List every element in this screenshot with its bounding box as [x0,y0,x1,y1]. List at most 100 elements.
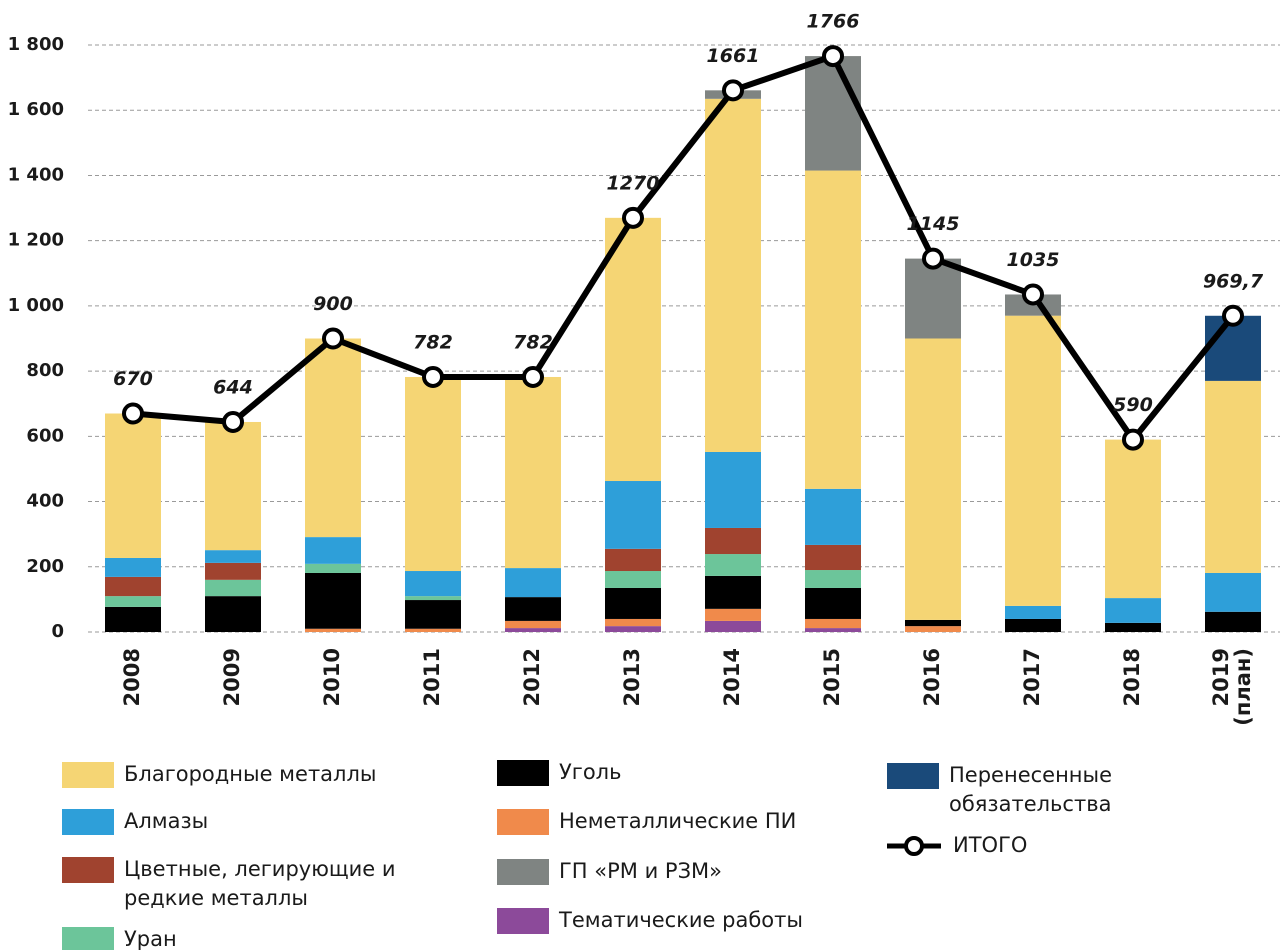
bar-segment [705,98,761,452]
bar-segment [1205,572,1261,612]
x-tick-label: 2012 [520,648,544,706]
bar-segment [1005,605,1061,619]
bar-segment [605,481,661,549]
total-marker [822,45,844,68]
bar-segment [505,376,561,569]
x-tick-label: 2011 [420,648,444,706]
y-tick-label: 200 [26,556,64,577]
bar-segment [305,537,361,564]
legend-label: ГП «РМ и РЗМ» [559,859,722,883]
data-label: 1270 [607,172,660,194]
total-marker [922,247,944,270]
x-tick-label: 2016 [920,648,944,706]
bar-segment [805,488,861,545]
bar-segment [1105,439,1161,599]
legend-label: Неметаллические ПИ [559,809,796,833]
bar-segment [705,608,761,621]
y-tick-label: 1 800 [8,34,64,55]
legend-label: Перенесенные обязательства [949,763,1112,816]
bar-segment [405,600,461,629]
y-tick-label: 400 [26,491,64,512]
bar-segment [705,451,761,528]
bar-segment [105,413,161,558]
bar-segment [105,606,161,632]
y-tick-label: 800 [26,360,64,381]
legend-swatch [62,762,114,788]
legend-swatch [497,859,549,885]
data-label: 782 [413,331,453,353]
data-label: 1661 [707,45,760,67]
bar-segment [805,628,861,632]
bar-segment [605,618,661,627]
x-tick-label: 2008 [120,648,144,706]
total-marker [722,79,744,102]
total-marker [122,402,144,425]
bar-segment [805,570,861,588]
legend-label: Благородные металлы [124,762,376,786]
legend-label: Уголь [559,760,621,784]
data-label: 670 [113,368,153,390]
y-tick-label: 600 [26,425,64,446]
total-marker [322,327,344,350]
bar-segment [405,376,461,572]
total-marker [622,206,644,229]
legend-label: ИТОГО [953,833,1027,857]
total-marker [1022,283,1044,306]
bar-segment [805,618,861,629]
x-tick-label: 2010 [320,648,344,706]
legend-swatch [62,927,114,950]
legend-swatch [887,763,939,789]
bar-segment [205,550,261,563]
data-label: 1145 [907,213,960,235]
bar-segment [205,562,261,580]
bar-segment [305,572,361,629]
y-tick-label: 1 200 [8,230,64,251]
legend-label: Алмазы [124,809,208,833]
bar-segment [605,548,661,572]
legend-swatch [497,809,549,835]
bar-segment [1005,315,1061,606]
bar-segment [505,597,561,621]
bar-segment [705,527,761,555]
bar-segment [505,568,561,598]
data-label: 1766 [807,11,860,33]
x-tick-label: 2014 [720,648,744,706]
bar-segment [705,575,761,609]
bar-segment [305,628,361,632]
bar-segment [405,571,461,597]
total-marker [222,410,244,433]
bar-segment [905,619,961,627]
total-marker [1122,428,1144,451]
bar-segment [1205,380,1261,573]
total-marker [422,365,444,388]
x-tick-label: 2013 [620,648,644,706]
bar-segment [805,170,861,489]
bar-segment [505,628,561,632]
bar-segment [305,563,361,573]
data-label: 782 [513,331,553,353]
legend-label: Уран [124,927,177,950]
legend-swatch [62,809,114,835]
legend-label: Цветные, легирующие и редкие металлы [124,857,396,910]
y-tick-label: 1 600 [8,99,64,120]
x-tick-label: 2015 [820,648,844,706]
x-tick-label: 2019(план) [1209,648,1255,726]
x-tick-label: 2009 [220,648,244,706]
bar-segment [605,626,661,632]
bar-segment [805,56,861,171]
bar-segment [205,596,261,632]
bar-segment [1105,622,1161,632]
data-label: 900 [313,293,353,315]
y-tick-label: 1 000 [8,295,64,316]
data-label: 590 [1113,394,1153,416]
bar-segment [205,579,261,597]
bar-segment [605,571,661,588]
bar-segment [405,628,461,632]
bar-segment [605,217,661,482]
data-label: 644 [213,376,253,398]
bar-segment [605,587,661,619]
legend-swatch [497,908,549,934]
bar-segment [705,554,761,576]
data-label: 969,7 [1203,270,1264,292]
total-marker [522,365,544,388]
